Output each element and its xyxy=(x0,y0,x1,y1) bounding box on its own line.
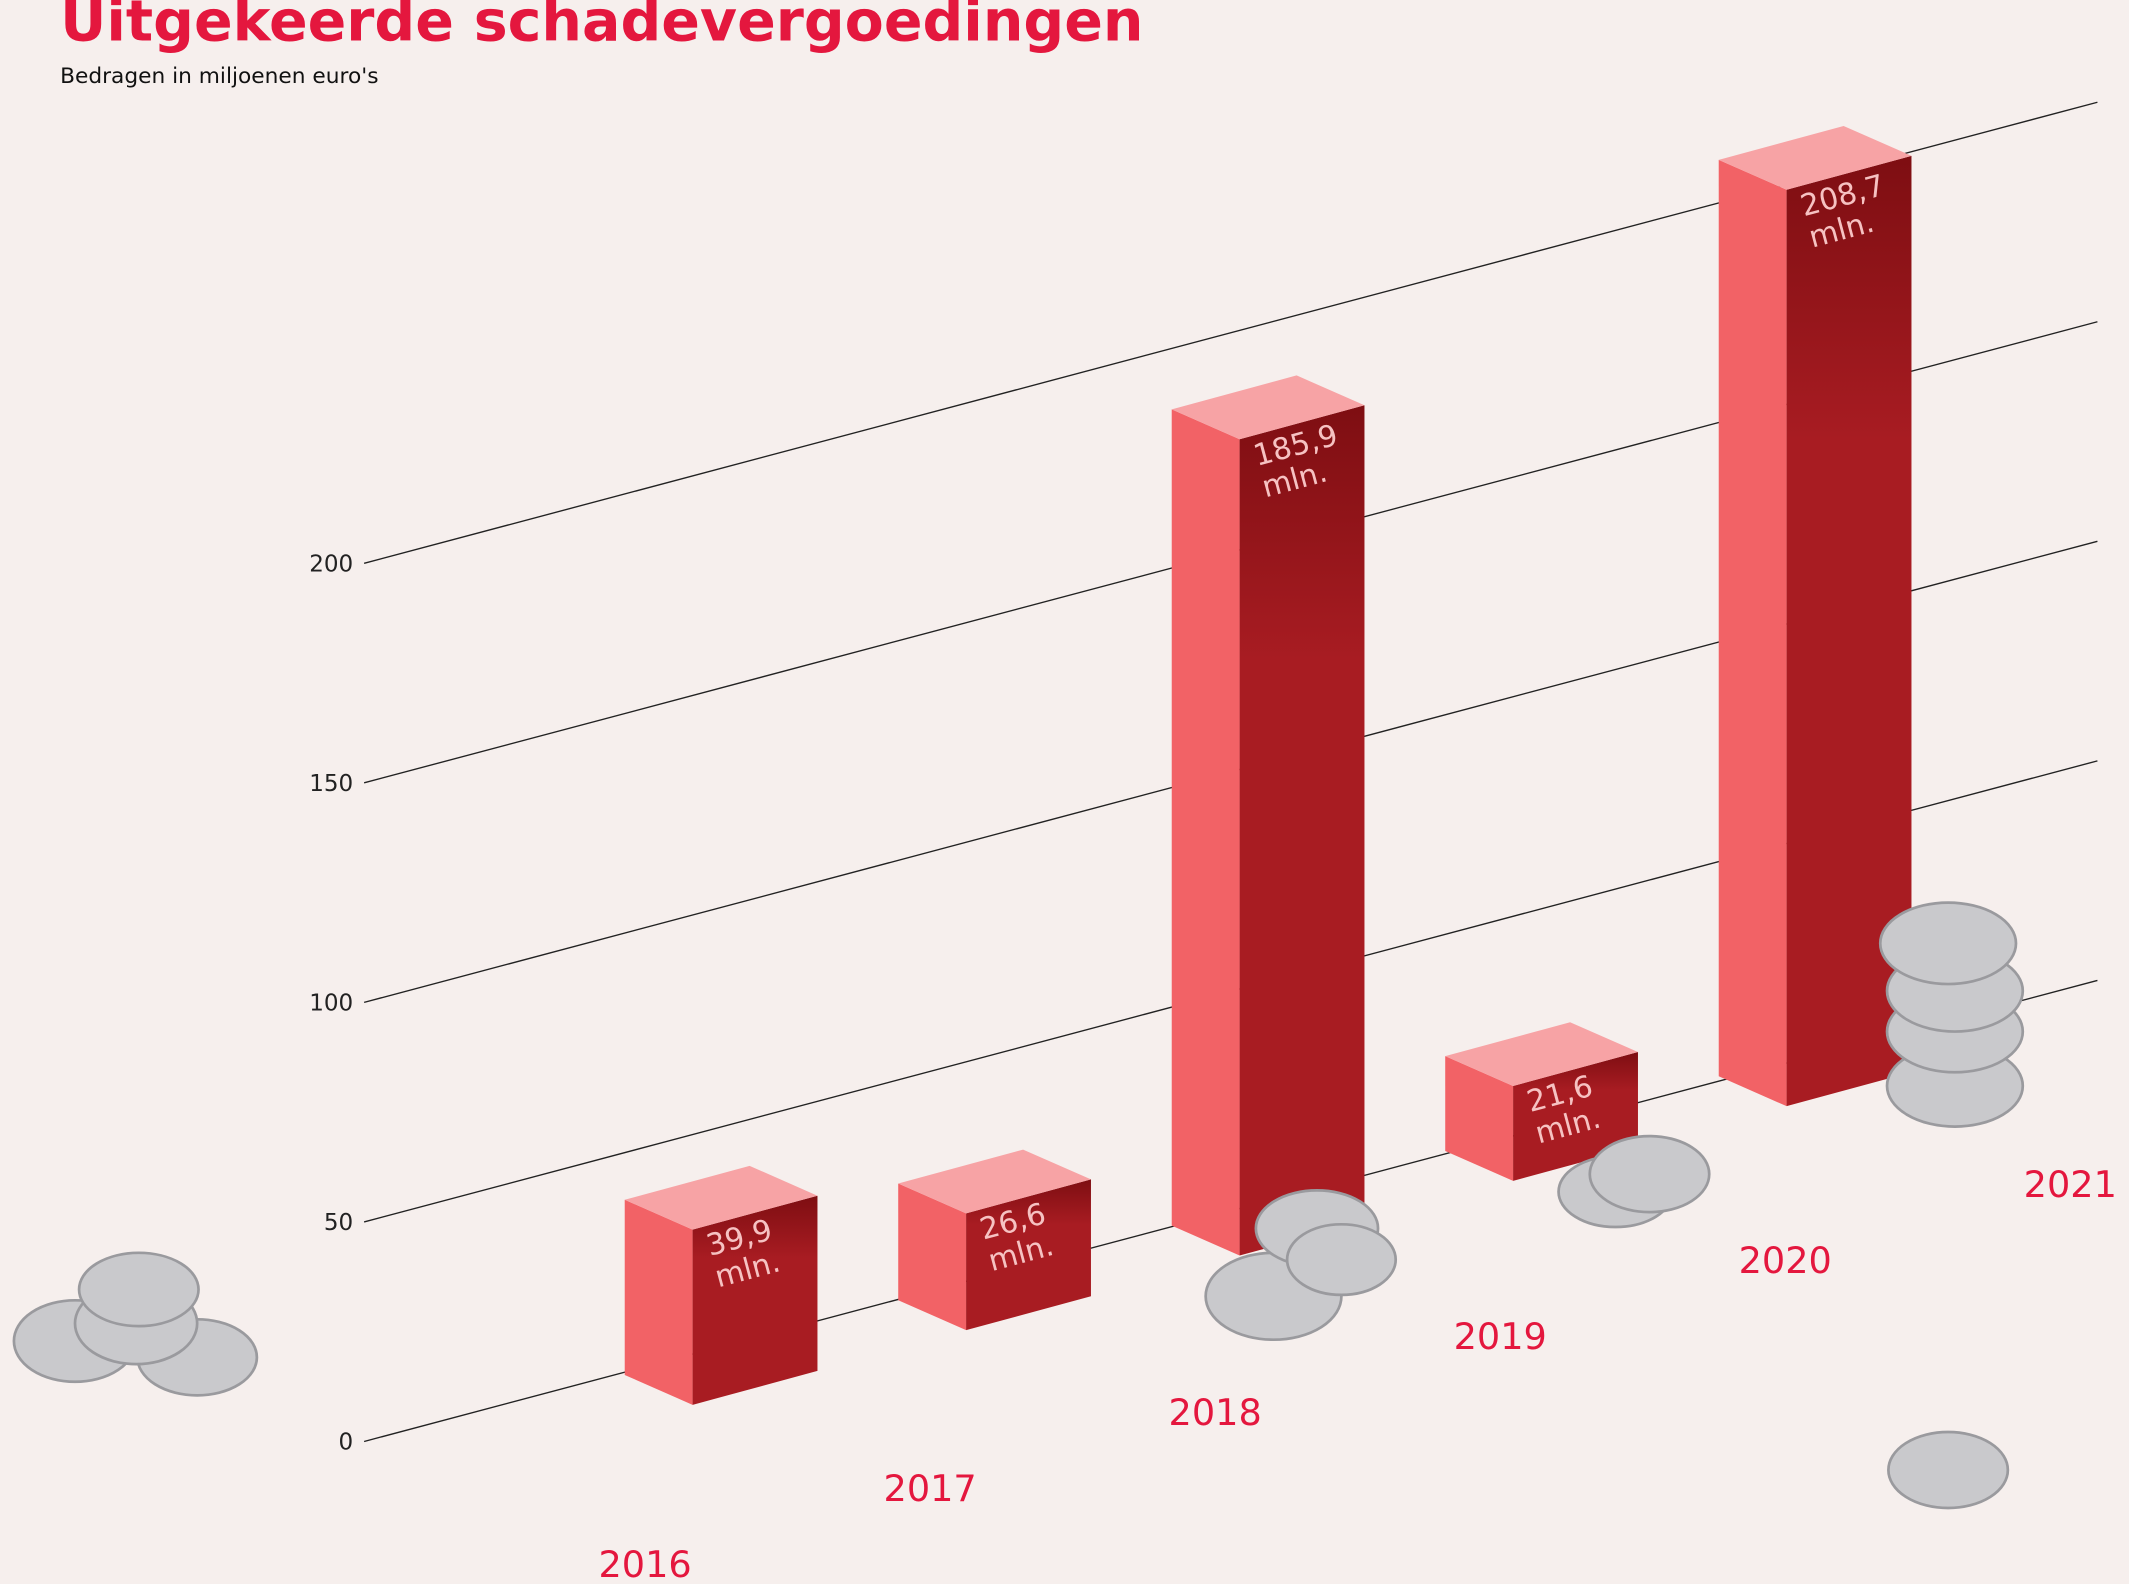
x-tick-label: 2019 xyxy=(1454,1315,1547,1358)
bar-side xyxy=(1445,1056,1514,1181)
x-tick-label: 2018 xyxy=(1169,1391,1262,1434)
y-tick-label: 100 xyxy=(309,991,353,1017)
bar-top xyxy=(1171,375,1365,440)
bar-top xyxy=(898,1149,1091,1214)
bar-side xyxy=(1718,159,1787,1107)
bar xyxy=(624,1165,818,1405)
y-tick-label: 50 xyxy=(324,1210,353,1236)
coins xyxy=(12,901,2025,1510)
x-tick-label: 2016 xyxy=(598,1543,691,1584)
y-tick-label: 200 xyxy=(309,551,353,577)
chart-subtitle: Bedragen in miljoenen euro's xyxy=(60,64,378,89)
bar-front xyxy=(1239,405,1365,1256)
bar-top xyxy=(624,1165,818,1230)
chart-title: Uitgekeerde schadevergoedingen xyxy=(60,0,1143,55)
bar-side xyxy=(898,1183,967,1331)
x-tick-label: 2020 xyxy=(1739,1239,1832,1282)
bar-top xyxy=(1718,125,1912,190)
bar-side xyxy=(624,1199,693,1405)
bar-top xyxy=(1445,1022,1638,1086)
x-tick-label: 2017 xyxy=(884,1467,977,1510)
bar xyxy=(1718,125,1912,1107)
bar-front xyxy=(1786,155,1912,1107)
bar xyxy=(898,1149,1091,1331)
y-tick-label: 0 xyxy=(339,1430,354,1456)
bar-front xyxy=(966,1179,1091,1331)
y-tick-label: 150 xyxy=(309,771,353,797)
bar-side xyxy=(1171,409,1240,1256)
x-tick-label: 2021 xyxy=(2024,1163,2117,1206)
bar xyxy=(1171,375,1365,1256)
bar-front xyxy=(692,1195,818,1405)
